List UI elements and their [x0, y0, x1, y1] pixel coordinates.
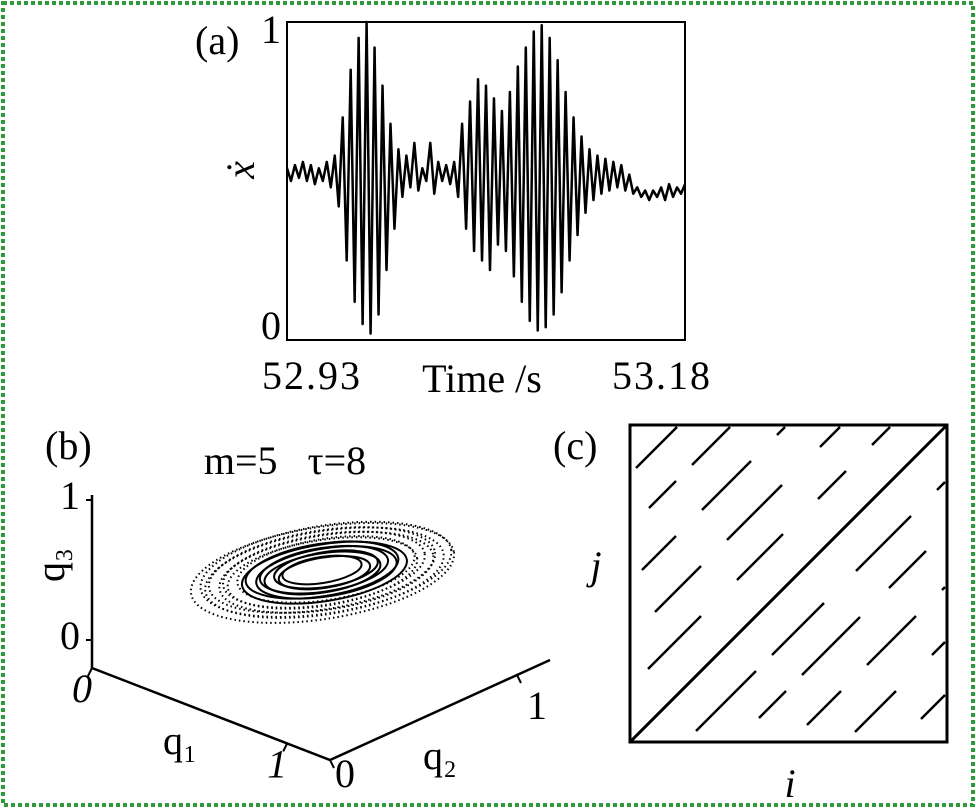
x-tick-label: 1: [267, 742, 287, 787]
recurrence-segment: [888, 550, 927, 589]
panel-label: (b): [45, 423, 92, 468]
x-tick-label: 53.18: [612, 353, 712, 398]
recurrence-segment: [931, 641, 946, 656]
y-axis-label: j: [585, 543, 601, 588]
panel-label: (a): [195, 18, 239, 63]
recurrence-segment: [701, 460, 752, 511]
x-tick: [87, 667, 93, 677]
orbit: [199, 520, 453, 618]
y-tick-label: 1: [527, 683, 547, 728]
y-tick-label: 0: [335, 751, 355, 796]
x-axis-label: i: [784, 761, 795, 806]
recurrence-segment: [855, 515, 912, 572]
y-tick-label: 0: [261, 303, 281, 348]
recurrence-segment: [691, 426, 731, 466]
recurrence-segment: [641, 535, 677, 571]
recurrence-segment: [817, 470, 847, 500]
y-tick: [516, 674, 522, 684]
orbit: [189, 521, 456, 624]
plot-frame: [628, 423, 949, 744]
recurrence-segment: [647, 615, 702, 670]
z-axis-label: q₃: [28, 548, 73, 582]
main-diagonal: [628, 423, 949, 744]
recurrence-segment: [806, 690, 842, 726]
orbit: [226, 536, 419, 610]
x-tick-label: 0: [72, 666, 92, 711]
recurrence-segment: [648, 480, 677, 509]
recurrence-segment: [776, 426, 786, 436]
recurrence-segment: [654, 565, 702, 613]
y-axis-label: ẋ: [218, 161, 263, 180]
panel-label: (c): [553, 423, 597, 468]
recurrence-segment: [920, 694, 946, 720]
plot-frame: [286, 21, 686, 341]
y-tick-label: 1: [261, 7, 281, 52]
y-axis-label: q₂: [423, 733, 457, 778]
x-tick: [282, 742, 289, 752]
recurrence-segment: [758, 690, 787, 719]
x-tick-label: 52.93: [262, 353, 362, 398]
recurrence-segment: [866, 615, 917, 666]
x-axis-label: Time /s: [422, 356, 542, 401]
z-tick-label: 0: [60, 613, 80, 658]
recurrence-segment: [635, 426, 678, 469]
orbit: [218, 530, 435, 614]
recurrence-segment: [819, 426, 841, 448]
recurrence-segment: [854, 690, 897, 733]
data-line: [285, 20, 687, 335]
recurrence-segment: [695, 670, 757, 732]
orbit: [222, 530, 426, 609]
axes-3d: [90, 495, 551, 762]
y-tick: [329, 759, 335, 769]
z-tick-label: 1: [60, 473, 80, 518]
recurrence-segment: [941, 586, 946, 591]
recurrence-segment: [871, 426, 891, 446]
recurrence-segment: [771, 602, 825, 656]
orbit: [240, 540, 408, 605]
recurrence-segment: [736, 533, 784, 581]
recurrence-segment: [801, 616, 861, 676]
attractor: [189, 520, 456, 624]
recurrence-segment: [726, 484, 783, 541]
x-axis-label: q₁: [163, 718, 197, 763]
annotation: m=5 τ=8: [204, 438, 366, 483]
recurrence-segment: [936, 481, 946, 491]
